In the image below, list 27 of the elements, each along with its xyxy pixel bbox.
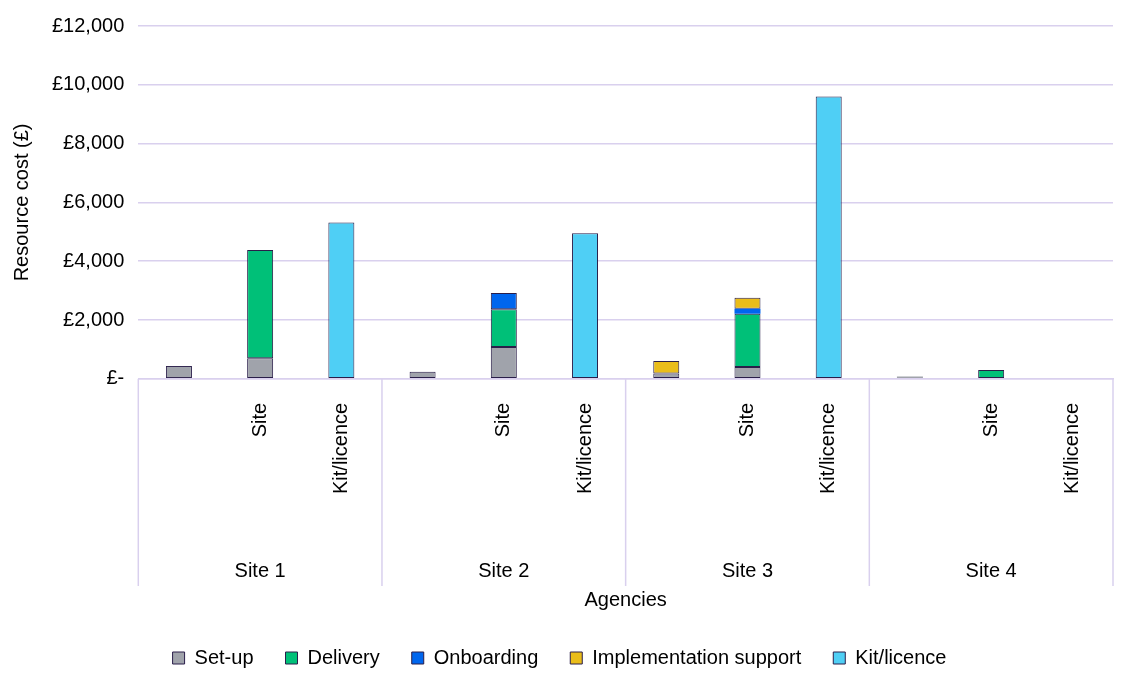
x-axis-title: Agencies xyxy=(584,587,667,610)
x-tick-label: Kit/licence xyxy=(572,402,595,494)
y-axis-title: Resource cost (£) xyxy=(9,123,32,282)
legend-label: Implementation support xyxy=(592,645,802,668)
x-tick-label: Kit/licence xyxy=(328,402,351,494)
y-tick-label: £- xyxy=(106,366,125,389)
text: Site 3 xyxy=(721,558,774,581)
bar xyxy=(734,308,761,314)
y-tick-label: £6,000 xyxy=(63,189,125,212)
text: Site 4 xyxy=(965,558,1017,581)
x-tick-label: Site xyxy=(978,402,1001,438)
x-tick-label: Site xyxy=(491,402,514,438)
y-tick-label: £12,000 xyxy=(52,13,125,36)
text: Site 1 xyxy=(234,558,286,581)
y-tick-label: £2,000 xyxy=(63,307,125,330)
legend-label: Delivery xyxy=(307,645,380,668)
legend-label: Onboarding xyxy=(433,645,539,668)
x-tick-label: Site xyxy=(735,402,757,438)
legend-label: Kit/licence xyxy=(855,645,947,668)
legend-label: Set-up xyxy=(194,645,254,668)
y-tick-label: £4,000 xyxy=(63,248,125,271)
y-tick-label: £8,000 xyxy=(63,131,125,154)
x-tick-label: Kit/licence xyxy=(1059,402,1082,494)
x-tick-label: Kit/licence xyxy=(816,402,839,494)
text: Site 2 xyxy=(478,558,530,581)
x-tick-label: Site xyxy=(247,402,270,438)
y-tick-label: £10,000 xyxy=(52,72,125,95)
